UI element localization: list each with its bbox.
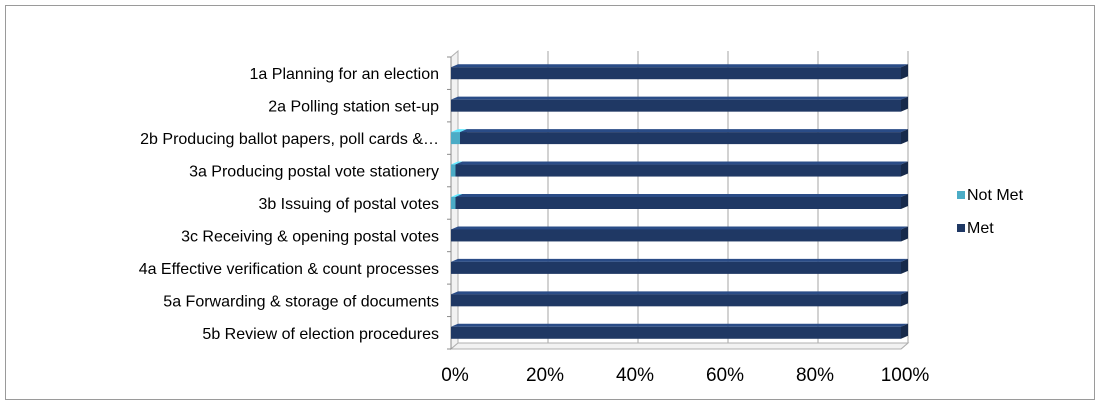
bar-segment: [451, 229, 901, 242]
bar-top-face: [455, 194, 908, 197]
bar-end-face: [901, 226, 908, 242]
bar-segment: [460, 132, 901, 145]
bar-end-face: [901, 64, 908, 80]
bar-segment: [451, 197, 456, 209]
category-label: 2a Polling station set-up: [268, 99, 439, 116]
bar-end-face: [901, 323, 908, 339]
x-tick-label: 80%: [796, 365, 834, 386]
bar-end-face: [901, 258, 908, 274]
category-label: 5a Forwarding & storage of documents: [163, 293, 439, 310]
bar-top-face: [460, 129, 908, 133]
bar-segment: [451, 99, 901, 112]
legend-label: Not Met: [967, 187, 1024, 204]
bar-segment: [451, 164, 456, 177]
bar-top-face: [451, 323, 908, 327]
bar-end-face: [901, 129, 908, 145]
category-label: 3c Receiving & opening postal votes: [181, 228, 439, 245]
category-label: 1a Planning for an election: [250, 66, 439, 83]
bar-segment: [451, 132, 460, 145]
bar-chart: 1a Planning for an election 2a Polling st…: [139, 49, 1024, 386]
bar-segment: [451, 294, 901, 307]
category-label: 3b Issuing of postal votes: [258, 196, 439, 213]
chart-frame: 1a Planning for an election 2a Polling st…: [5, 5, 1095, 400]
bar-top-face: [451, 161, 463, 165]
legend: Not Met Met: [957, 187, 1024, 237]
bar-top-face: [451, 129, 467, 133]
category-label: 5b Review of election procedures: [202, 326, 439, 343]
bar-end-face: [901, 291, 908, 307]
bar-top-face: [451, 258, 908, 262]
legend-label: Met: [967, 220, 994, 237]
bar-top-face: [451, 291, 908, 295]
bar-top-face: [451, 226, 908, 230]
bar-top-face: [451, 194, 463, 197]
category-labels: 1a Planning for an election 2a Polling st…: [139, 66, 439, 343]
x-tick-label: 0%: [441, 365, 469, 386]
bar-segment: [451, 326, 901, 339]
bar-top-face: [451, 64, 908, 68]
floor: [449, 342, 910, 350]
category-label: 4a Effective verification & count proces…: [139, 261, 439, 278]
legend-swatch: [957, 224, 965, 232]
bar-end-face: [901, 96, 908, 112]
x-tick-label: 40%: [616, 365, 654, 386]
legend-swatch: [957, 191, 965, 199]
bar-segment: [455, 197, 901, 209]
bar-end-face: [901, 194, 908, 209]
bars: [451, 64, 908, 339]
bar-top-face: [455, 161, 908, 165]
bar-segment: [455, 164, 901, 177]
bar-segment: [451, 261, 901, 274]
bar-end-face: [901, 161, 908, 177]
category-label: 3a Producing postal vote stationery: [189, 164, 439, 181]
x-tick-label: 60%: [706, 365, 744, 386]
bar-top-face: [451, 96, 908, 100]
category-label: 2b Producing ballot papers, poll cards &…: [140, 131, 439, 148]
x-tick-label: 100%: [881, 365, 930, 386]
bar-segment: [451, 67, 901, 80]
x-tick-labels: 0% 20% 40% 60% 80% 100%: [441, 365, 929, 386]
x-tick-label: 20%: [526, 365, 564, 386]
